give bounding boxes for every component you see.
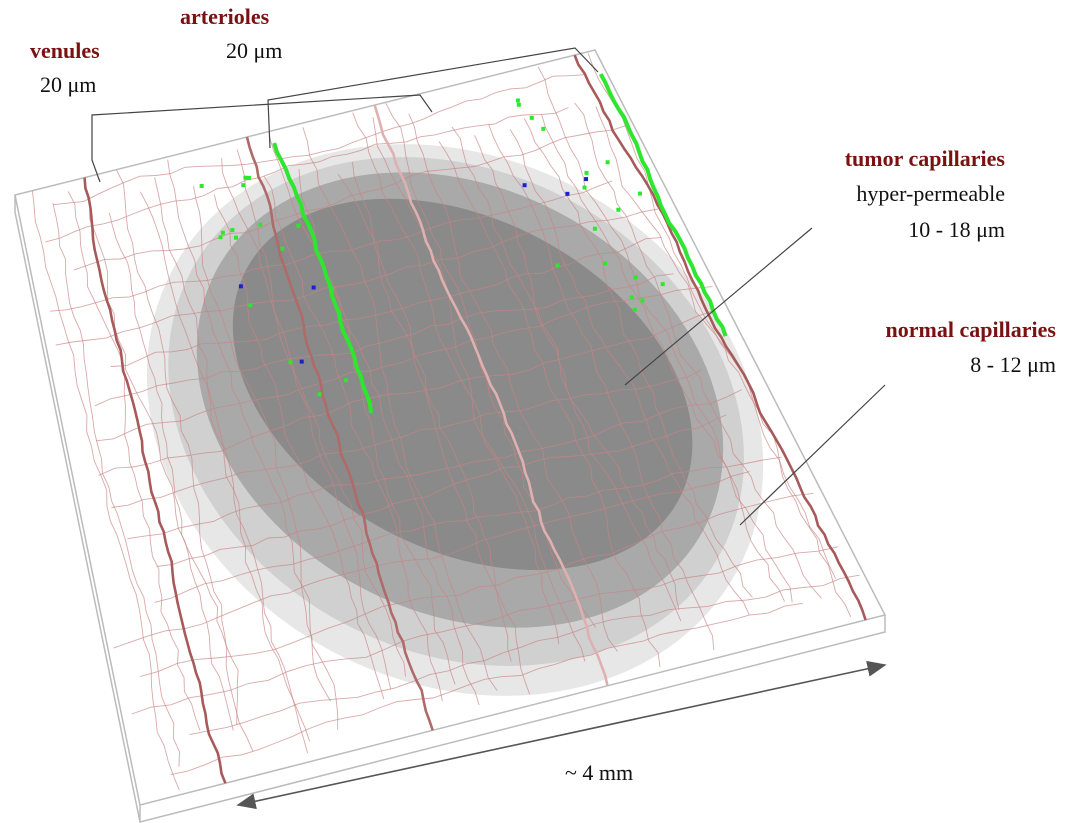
flow-marker <box>288 360 292 364</box>
label-title: venules <box>30 38 100 63</box>
flow-marker <box>221 231 225 235</box>
flow-marker <box>300 360 304 364</box>
label-property: hyper-permeable <box>856 181 1005 206</box>
flow-marker <box>565 192 569 196</box>
flow-marker <box>556 263 560 267</box>
flow-marker <box>312 285 316 289</box>
flow-marker <box>585 171 589 175</box>
flow-marker <box>661 282 665 286</box>
capillary <box>53 203 180 767</box>
flow-marker <box>280 247 284 251</box>
flow-marker <box>239 284 243 288</box>
flow-marker <box>516 98 520 102</box>
flow-marker <box>248 303 252 307</box>
tumor-regions <box>49 38 860 801</box>
flow-marker <box>523 183 527 187</box>
label-size: 8 - 12 μm <box>970 352 1056 377</box>
label-size: 20 μm <box>40 72 96 97</box>
label-title: arterioles <box>180 4 270 29</box>
flow-marker <box>633 308 637 312</box>
flow-marker <box>330 288 334 292</box>
flow-marker <box>640 298 644 302</box>
flow-marker <box>296 224 300 228</box>
scale-label: ~ 4 mm <box>565 760 633 785</box>
flow-marker <box>318 392 322 396</box>
page: {"labels": { "venules": {"title": "venul… <box>0 0 1068 823</box>
flow-marker <box>247 176 251 180</box>
flow-marker <box>583 186 587 190</box>
flow-marker <box>584 177 588 181</box>
label-title: tumor capillaries <box>845 146 1006 171</box>
flow-marker <box>616 208 620 212</box>
flow-marker <box>638 192 642 196</box>
flow-marker <box>606 160 610 164</box>
flow-marker <box>241 183 245 187</box>
flow-marker <box>634 275 638 279</box>
label-size: 20 μm <box>226 38 282 63</box>
flow-marker <box>344 378 348 382</box>
flow-marker <box>230 228 234 232</box>
flow-marker <box>200 184 204 188</box>
flow-marker <box>219 235 223 239</box>
flow-marker <box>630 295 634 299</box>
flow-marker <box>603 261 607 265</box>
tumor-vessel-figure: venules 20 μm arterioles 20 μm tumor cap… <box>0 0 1068 823</box>
flow-marker <box>243 176 247 180</box>
flow-marker <box>530 116 534 120</box>
capillary <box>32 191 179 790</box>
flow-marker <box>234 236 238 240</box>
flow-marker <box>517 103 521 107</box>
flow-marker <box>258 223 262 227</box>
label-size: 10 - 18 μm <box>908 217 1005 242</box>
flow-marker <box>541 127 545 131</box>
flow-marker <box>593 227 597 231</box>
label-title: normal capillaries <box>886 317 1057 342</box>
